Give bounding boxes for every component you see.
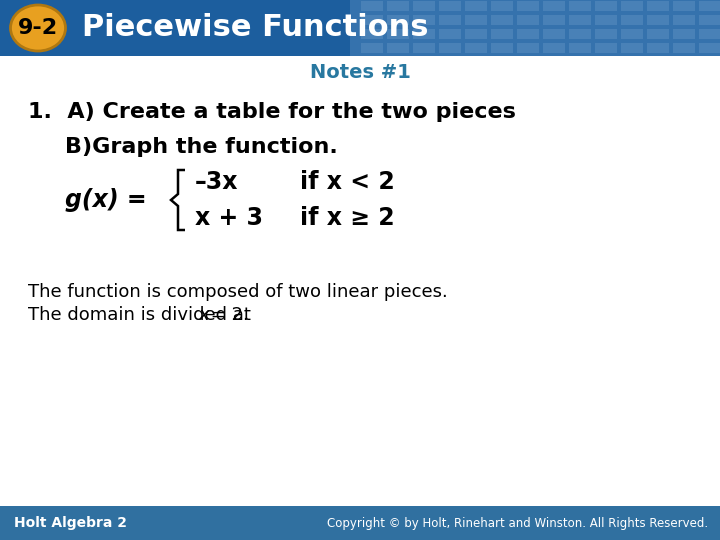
FancyBboxPatch shape bbox=[647, 1, 669, 11]
FancyBboxPatch shape bbox=[673, 43, 695, 53]
FancyBboxPatch shape bbox=[491, 15, 513, 25]
FancyBboxPatch shape bbox=[465, 1, 487, 11]
Text: 9-2: 9-2 bbox=[18, 18, 58, 38]
FancyBboxPatch shape bbox=[413, 1, 435, 11]
FancyBboxPatch shape bbox=[491, 43, 513, 53]
FancyBboxPatch shape bbox=[517, 29, 539, 39]
FancyBboxPatch shape bbox=[595, 29, 617, 39]
FancyBboxPatch shape bbox=[699, 29, 720, 39]
FancyBboxPatch shape bbox=[387, 29, 409, 39]
FancyBboxPatch shape bbox=[569, 43, 591, 53]
FancyBboxPatch shape bbox=[361, 15, 383, 25]
Text: if x ≥ 2: if x ≥ 2 bbox=[300, 206, 395, 230]
Text: = 2.: = 2. bbox=[205, 306, 248, 324]
Text: x + 3: x + 3 bbox=[195, 206, 263, 230]
FancyBboxPatch shape bbox=[361, 1, 383, 11]
Text: The domain is divided at: The domain is divided at bbox=[28, 306, 256, 324]
Text: Holt Algebra 2: Holt Algebra 2 bbox=[14, 516, 127, 530]
FancyBboxPatch shape bbox=[647, 29, 669, 39]
FancyBboxPatch shape bbox=[439, 1, 461, 11]
FancyBboxPatch shape bbox=[413, 29, 435, 39]
FancyBboxPatch shape bbox=[387, 15, 409, 25]
FancyBboxPatch shape bbox=[595, 1, 617, 11]
Text: g(x) =: g(x) = bbox=[65, 188, 155, 212]
Text: B)Graph the function.: B)Graph the function. bbox=[65, 137, 338, 157]
FancyBboxPatch shape bbox=[517, 1, 539, 11]
Text: x: x bbox=[198, 306, 209, 324]
FancyBboxPatch shape bbox=[699, 15, 720, 25]
FancyBboxPatch shape bbox=[621, 1, 643, 11]
FancyBboxPatch shape bbox=[0, 0, 720, 56]
FancyBboxPatch shape bbox=[439, 43, 461, 53]
Text: Copyright © by Holt, Rinehart and Winston. All Rights Reserved.: Copyright © by Holt, Rinehart and Winsto… bbox=[327, 516, 708, 530]
Text: –3x: –3x bbox=[195, 170, 238, 194]
FancyBboxPatch shape bbox=[543, 15, 565, 25]
FancyBboxPatch shape bbox=[465, 43, 487, 53]
FancyBboxPatch shape bbox=[647, 15, 669, 25]
Text: Piecewise Functions: Piecewise Functions bbox=[82, 14, 428, 43]
Text: The function is composed of two linear pieces.: The function is composed of two linear p… bbox=[28, 283, 448, 301]
FancyBboxPatch shape bbox=[543, 43, 565, 53]
FancyBboxPatch shape bbox=[361, 43, 383, 53]
FancyBboxPatch shape bbox=[439, 15, 461, 25]
FancyBboxPatch shape bbox=[621, 29, 643, 39]
FancyBboxPatch shape bbox=[569, 1, 591, 11]
FancyBboxPatch shape bbox=[569, 15, 591, 25]
FancyBboxPatch shape bbox=[621, 15, 643, 25]
FancyBboxPatch shape bbox=[543, 1, 565, 11]
FancyBboxPatch shape bbox=[491, 1, 513, 11]
FancyBboxPatch shape bbox=[387, 43, 409, 53]
Text: Notes #1: Notes #1 bbox=[310, 64, 410, 83]
FancyBboxPatch shape bbox=[413, 43, 435, 53]
FancyBboxPatch shape bbox=[491, 29, 513, 39]
FancyBboxPatch shape bbox=[569, 29, 591, 39]
FancyBboxPatch shape bbox=[517, 43, 539, 53]
FancyBboxPatch shape bbox=[0, 506, 720, 540]
FancyBboxPatch shape bbox=[350, 0, 720, 56]
Ellipse shape bbox=[11, 5, 66, 51]
FancyBboxPatch shape bbox=[361, 29, 383, 39]
FancyBboxPatch shape bbox=[517, 15, 539, 25]
FancyBboxPatch shape bbox=[621, 43, 643, 53]
FancyBboxPatch shape bbox=[595, 15, 617, 25]
FancyBboxPatch shape bbox=[465, 29, 487, 39]
FancyBboxPatch shape bbox=[699, 1, 720, 11]
Text: if x < 2: if x < 2 bbox=[300, 170, 395, 194]
FancyBboxPatch shape bbox=[647, 43, 669, 53]
FancyBboxPatch shape bbox=[543, 29, 565, 39]
FancyBboxPatch shape bbox=[699, 43, 720, 53]
FancyBboxPatch shape bbox=[673, 15, 695, 25]
FancyBboxPatch shape bbox=[673, 1, 695, 11]
FancyBboxPatch shape bbox=[387, 1, 409, 11]
FancyBboxPatch shape bbox=[465, 15, 487, 25]
FancyBboxPatch shape bbox=[673, 29, 695, 39]
FancyBboxPatch shape bbox=[413, 15, 435, 25]
FancyBboxPatch shape bbox=[595, 43, 617, 53]
Text: 1.  A) Create a table for the two pieces: 1. A) Create a table for the two pieces bbox=[28, 102, 516, 122]
FancyBboxPatch shape bbox=[439, 29, 461, 39]
